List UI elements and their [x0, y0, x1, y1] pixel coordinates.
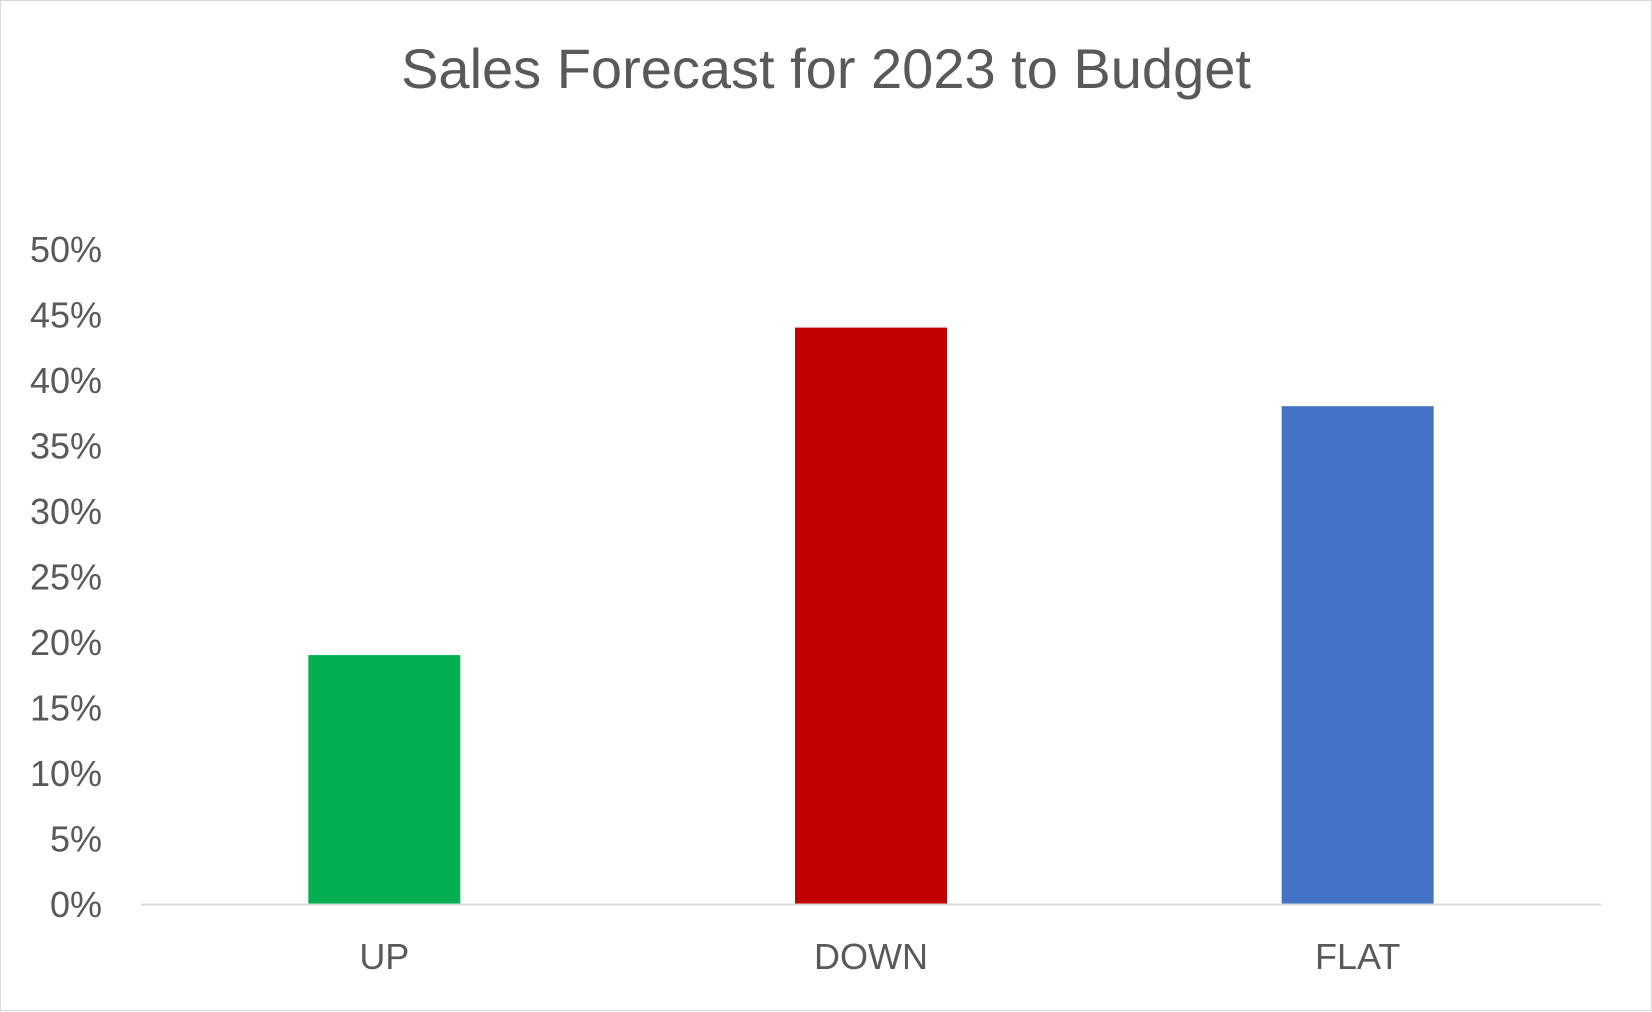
y-tick-label: 40% [30, 360, 102, 401]
y-tick-label: 25% [30, 557, 102, 598]
x-category-label: FLAT [1315, 936, 1400, 977]
bar-flat [1281, 406, 1434, 904]
y-tick-label: 35% [30, 426, 102, 467]
chart-title: Sales Forecast for 2023 to Budget [401, 37, 1251, 100]
y-tick-label: 0% [50, 884, 102, 925]
x-category-label: UP [359, 936, 409, 977]
y-tick-label: 10% [30, 753, 102, 794]
x-category-label: DOWN [814, 936, 928, 977]
y-tick-label: 30% [30, 491, 102, 532]
y-tick-label: 45% [30, 295, 102, 336]
y-tick-label: 20% [30, 622, 102, 663]
y-tick-label: 5% [50, 819, 102, 860]
y-tick-label: 15% [30, 688, 102, 729]
bar-up [308, 655, 461, 904]
y-tick-label: 50% [30, 229, 102, 270]
bar-down [795, 327, 947, 905]
